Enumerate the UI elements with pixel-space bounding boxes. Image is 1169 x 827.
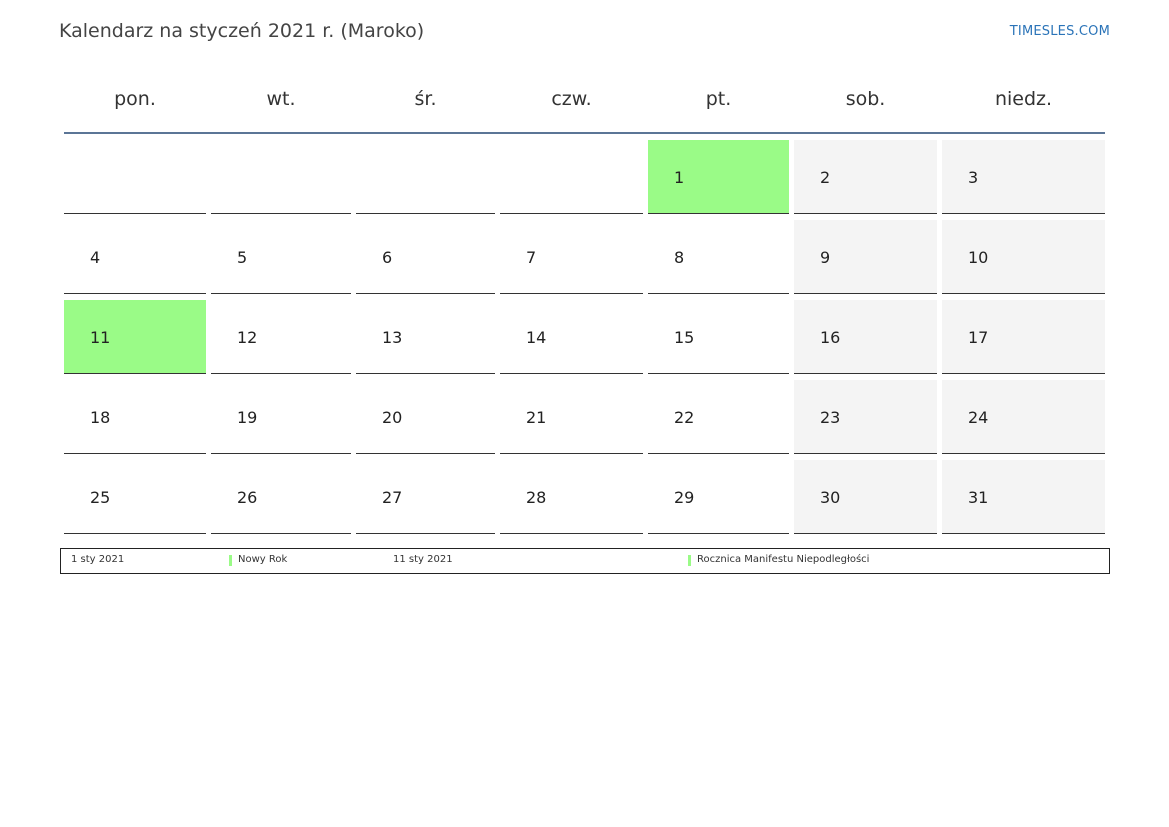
day-cell[interactable]: 19 <box>211 380 351 454</box>
weekday-header-fri: pt. <box>705 88 732 110</box>
day-number: 29 <box>674 488 695 507</box>
site-link[interactable]: TIMESLES.COM <box>1009 24 1110 39</box>
day-cell[interactable]: 4 <box>64 220 206 294</box>
holiday-legend: 1 sty 2021 Nowy Rok 11 sty 2021 Rocznica… <box>60 548 1110 574</box>
day-cell[interactable]: 28 <box>500 460 643 534</box>
empty-day-cell <box>211 140 351 214</box>
day-number: 19 <box>237 408 258 427</box>
day-cell[interactable]: 12 <box>211 300 351 374</box>
holiday-color-marker <box>229 555 232 566</box>
day-cell[interactable]: 21 <box>500 380 643 454</box>
legend-date: 11 sty 2021 <box>393 554 453 565</box>
day-number: 22 <box>674 408 695 427</box>
day-cell[interactable]: 9 <box>794 220 937 294</box>
day-cell[interactable]: 25 <box>64 460 206 534</box>
day-number: 26 <box>237 488 258 507</box>
day-number: 7 <box>526 248 537 267</box>
day-number: 17 <box>968 328 989 347</box>
weekday-header-tue: wt. <box>266 88 296 110</box>
day-number: 31 <box>968 488 989 507</box>
day-cell[interactable]: 5 <box>211 220 351 294</box>
weeks-container: 1 2 3 4 5 6 7 8 9 10 11 12 13 14 15 16 17 18 19 20 21 22 23 24 2… <box>64 134 1105 534</box>
day-cell[interactable]: 18 <box>64 380 206 454</box>
day-number: 27 <box>382 488 403 507</box>
day-number: 6 <box>382 248 393 267</box>
day-number: 3 <box>968 168 979 187</box>
legend-holiday-name: Nowy Rok <box>238 554 288 565</box>
day-cell[interactable]: 27 <box>356 460 495 534</box>
weekday-header-sun: niedz. <box>994 88 1053 110</box>
empty-day-cell <box>64 140 206 214</box>
day-cell[interactable]: 11 <box>64 300 206 374</box>
day-number: 4 <box>90 248 101 267</box>
day-number: 30 <box>820 488 841 507</box>
day-number: 8 <box>674 248 685 267</box>
day-cell[interactable]: 2 <box>794 140 937 214</box>
page-title: Kalendarz na styczeń 2021 r. (Maroko) <box>59 20 425 42</box>
day-number: 1 <box>674 168 685 187</box>
day-cell[interactable]: 6 <box>356 220 495 294</box>
legend-holiday-name: Rocznica Manifestu Niepodległości <box>697 554 870 565</box>
day-number: 14 <box>526 328 547 347</box>
day-number: 5 <box>237 248 248 267</box>
day-cell[interactable]: 22 <box>648 380 789 454</box>
weekday-header-thu: czw. <box>551 88 592 110</box>
day-number: 9 <box>820 248 831 267</box>
day-cell[interactable]: 7 <box>500 220 643 294</box>
weekday-header-mon: pon. <box>114 88 156 110</box>
day-cell[interactable]: 10 <box>942 220 1105 294</box>
day-cell[interactable]: 30 <box>794 460 937 534</box>
day-number: 12 <box>237 328 258 347</box>
day-number: 21 <box>526 408 547 427</box>
day-cell[interactable]: 15 <box>648 300 789 374</box>
day-number: 16 <box>820 328 841 347</box>
day-number: 28 <box>526 488 547 507</box>
day-number: 24 <box>968 408 989 427</box>
day-number: 11 <box>90 328 111 347</box>
day-cell[interactable]: 1 <box>648 140 789 214</box>
day-number: 25 <box>90 488 111 507</box>
day-cell[interactable]: 26 <box>211 460 351 534</box>
day-cell[interactable]: 14 <box>500 300 643 374</box>
weekday-header-wed: śr. <box>414 88 437 110</box>
day-cell[interactable]: 16 <box>794 300 937 374</box>
day-number: 10 <box>968 248 989 267</box>
day-cell[interactable]: 24 <box>942 380 1105 454</box>
day-number: 13 <box>382 328 403 347</box>
day-number: 18 <box>90 408 111 427</box>
day-number: 23 <box>820 408 841 427</box>
legend-date: 1 sty 2021 <box>71 554 125 565</box>
day-cell[interactable]: 29 <box>648 460 789 534</box>
empty-day-cell <box>500 140 643 214</box>
weekday-header-row: pon. wt. śr. czw. pt. sob. niedz. <box>64 70 1105 134</box>
day-cell[interactable]: 3 <box>942 140 1105 214</box>
day-cell[interactable]: 20 <box>356 380 495 454</box>
day-cell[interactable]: 31 <box>942 460 1105 534</box>
day-cell[interactable]: 13 <box>356 300 495 374</box>
day-number: 2 <box>820 168 831 187</box>
empty-day-cell <box>356 140 495 214</box>
day-number: 20 <box>382 408 403 427</box>
weekday-header-sat: sob. <box>845 88 886 110</box>
day-cell[interactable]: 17 <box>942 300 1105 374</box>
day-cell[interactable]: 23 <box>794 380 937 454</box>
day-number: 15 <box>674 328 695 347</box>
day-cell[interactable]: 8 <box>648 220 789 294</box>
holiday-color-marker <box>688 555 691 566</box>
